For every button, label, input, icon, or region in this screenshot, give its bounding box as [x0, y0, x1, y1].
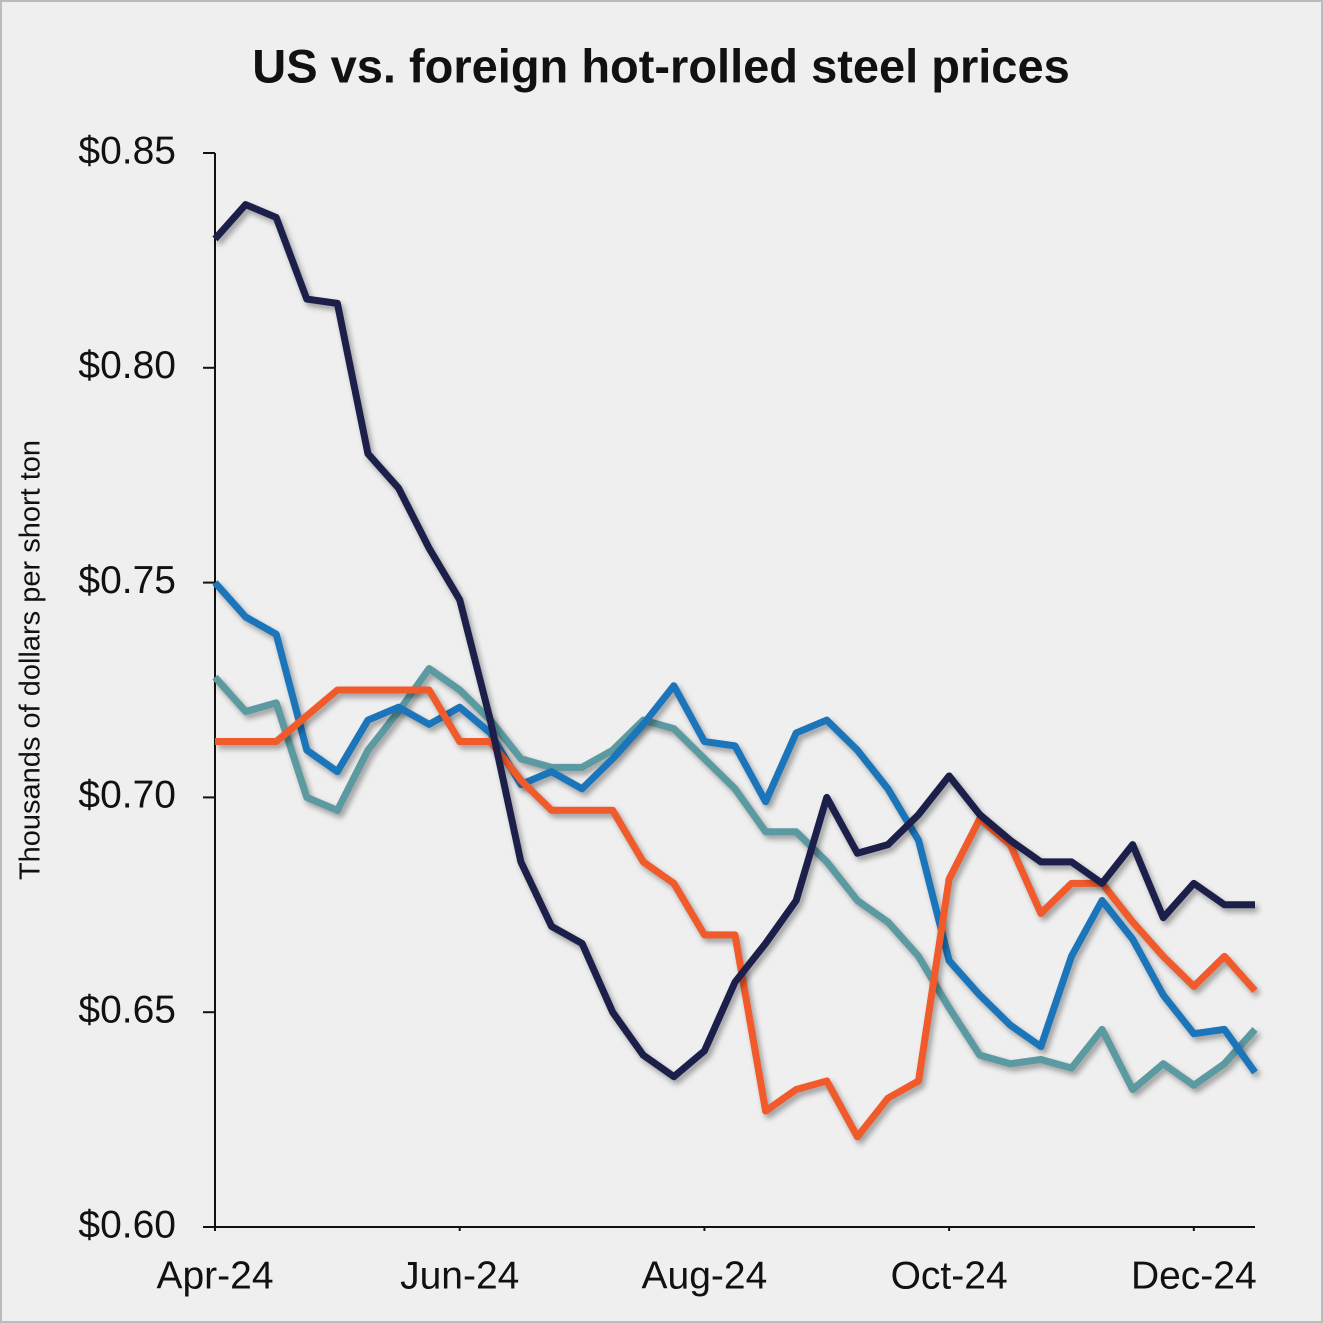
series-line	[212, 580, 1258, 1075]
chart-title: US vs. foreign hot-rolled steel prices	[252, 39, 1069, 92]
series-line	[212, 665, 1258, 1094]
y-axis-label: Thousands of dollars per short ton	[15, 440, 47, 880]
series-line	[215, 686, 1258, 1141]
y-tick-label: $0.85	[78, 129, 176, 172]
y-tick-label: $0.75	[78, 559, 176, 602]
x-tick-label: Dec-24	[1131, 1254, 1257, 1297]
x-tick-label: Apr-24	[156, 1254, 273, 1297]
x-tick-label: Aug-24	[642, 1254, 768, 1297]
y-tick-label: $0.80	[78, 344, 176, 387]
x-tick-label: Jun-24	[400, 1254, 519, 1297]
y-tick-label: $0.60	[78, 1203, 176, 1246]
y-tick-label: $0.65	[78, 988, 176, 1031]
x-tick-label: Oct-24	[891, 1254, 1008, 1297]
series-line	[212, 201, 1255, 1081]
y-tick-label: $0.70	[78, 774, 176, 817]
